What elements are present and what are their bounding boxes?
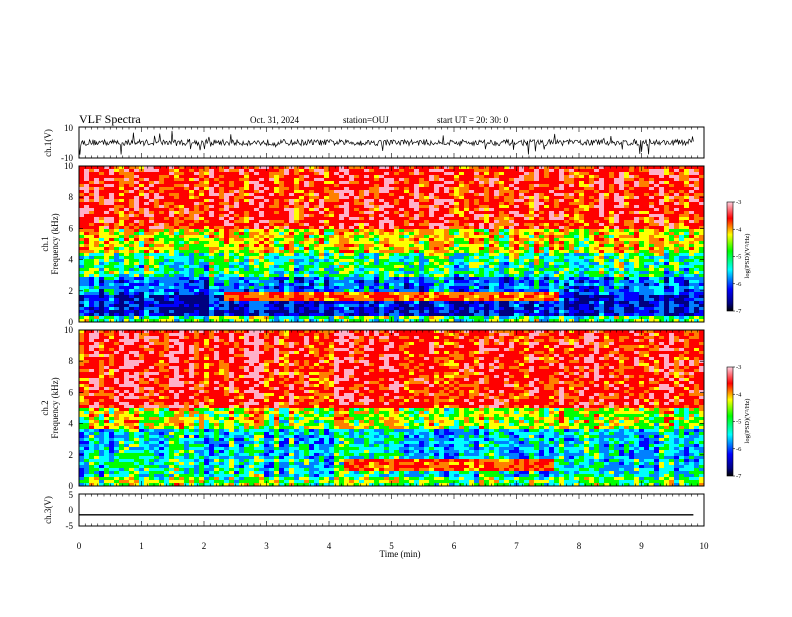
station-label: station=OUJ (343, 115, 389, 125)
ch3-ytick-mid: 0 (69, 505, 74, 515)
ch1-ylabel: ch.1(V) (43, 129, 53, 157)
start-ut-label: start UT = 20: 30: 0 (437, 115, 509, 125)
date-label: Oct. 31, 2024 (250, 115, 299, 125)
ch1-colorbar-label: log(PSD)(V²/Hz) (744, 234, 751, 279)
time-tick-label: 6 (452, 541, 457, 551)
colorbar-tick-label: -3 (736, 199, 741, 206)
colorbar-tick-label: -6 (736, 281, 742, 288)
colorbar-tick-label: -4 (736, 391, 742, 398)
figure-title: VLF Spectra (79, 112, 141, 126)
colorbar-tick-label: -6 (736, 446, 742, 453)
ytick-label: 6 (69, 387, 74, 397)
ytick-label: 10 (64, 161, 74, 171)
ytick-label: 6 (69, 223, 74, 233)
ytick-label: 4 (69, 255, 74, 265)
colorbar-tick-label: -5 (736, 419, 741, 426)
time-tick-label: 7 (514, 541, 519, 551)
ch2-spectrogram-image (79, 330, 704, 486)
ytick-label: 10 (64, 325, 74, 335)
time-tick-label: 9 (639, 541, 644, 551)
ch1-spectrogram-image (79, 166, 704, 322)
ytick-label: 8 (69, 356, 74, 366)
ch1-colorbar: -3 -4 -5 -6 -7 log(PSD)(V²/Hz) (727, 199, 751, 315)
ch1-waveform-panel: 10 -10 ch.1(V) (43, 123, 704, 163)
ch3-waveform-panel: 5 0 -5 ch.3(V) (43, 490, 704, 531)
time-tick-label: 0 (77, 541, 82, 551)
ch2-spec-label-channel: ch.2 (40, 400, 50, 415)
colorbar-tick-label: -7 (736, 308, 742, 315)
colorbar-tick-label: -5 (736, 254, 741, 261)
time-tick-label: 2 (202, 541, 207, 551)
time-tick-label: 4 (327, 541, 332, 551)
time-tick-label: 8 (577, 541, 582, 551)
time-tick-label: 3 (264, 541, 269, 551)
ch1-spec-label-channel: ch.1 (40, 236, 50, 251)
ch1-ytick-top: 10 (64, 123, 74, 133)
colorbar-tick-label: -7 (736, 473, 742, 480)
colorbar-tick-label: -3 (736, 364, 741, 371)
ch1-waveform-line (79, 131, 693, 155)
ch2-colorbar: -3 -4 -5 -6 -7 log(PSD)(V²/Hz) (727, 364, 751, 480)
ytick-label: 4 (69, 419, 74, 429)
time-tick-label: 1 (139, 541, 144, 551)
colorbar-tick-label: -4 (736, 226, 742, 233)
ch3-ytick-top: 5 (69, 490, 74, 500)
ytick-label: 2 (69, 450, 74, 460)
ch1-spec-ylabel: Frequency (kHz) (50, 213, 60, 274)
ch3-ytick-bottom: -5 (66, 521, 74, 531)
ytick-label: 2 (69, 286, 74, 296)
time-axis-label: Time (min) (380, 549, 421, 559)
ch2-colorbar-label: log(PSD)(V²/Hz) (744, 399, 751, 444)
ch3-ylabel: ch.3(V) (43, 496, 53, 524)
time-tick-label: 10 (700, 541, 710, 551)
ch2-spec-ylabel: Frequency (kHz) (50, 377, 60, 438)
ytick-label: 8 (69, 192, 74, 202)
